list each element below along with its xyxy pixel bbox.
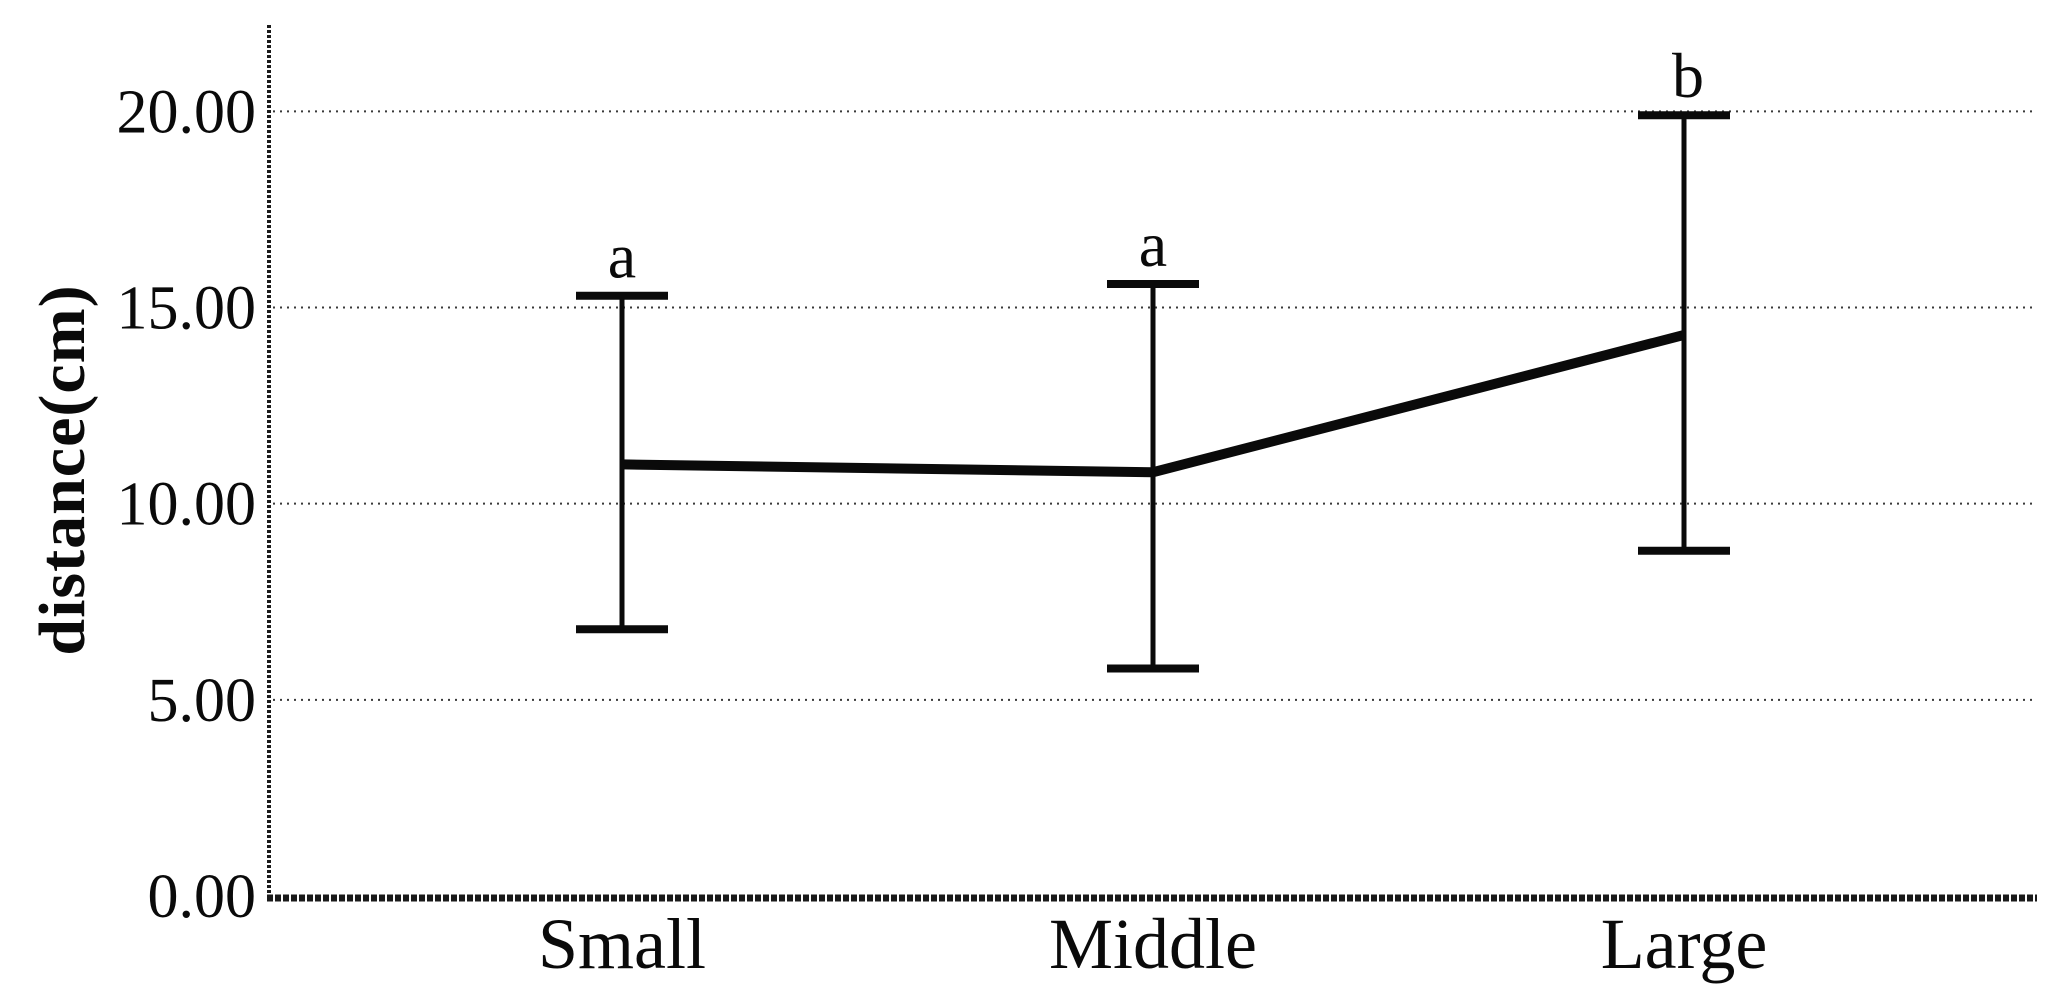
x-category-label: Small — [538, 904, 706, 984]
y-tick-label: 5.00 — [148, 667, 257, 735]
x-category-label: Large — [1601, 904, 1768, 984]
significance-letter: a — [608, 221, 636, 292]
y-tick-label: 0.00 — [148, 863, 257, 931]
significance-letter: a — [1139, 209, 1167, 280]
significance-letter: b — [1672, 40, 1704, 111]
series-line — [621, 330, 1686, 478]
y-tick-label: 15.00 — [117, 274, 257, 342]
x-category-label: Middle — [1049, 904, 1257, 984]
y-tick-label: 10.00 — [117, 471, 257, 539]
y-tick-label: 20.00 — [117, 78, 257, 146]
